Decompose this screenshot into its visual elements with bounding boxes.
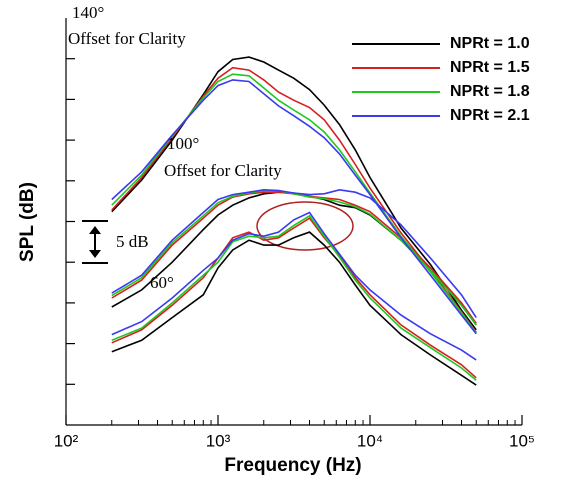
- legend-label: NPRt = 2.1: [450, 107, 530, 124]
- highlight-ellipse: [256, 201, 354, 251]
- series-line: [111, 214, 477, 381]
- series-line: [111, 217, 477, 379]
- series-line: [111, 211, 477, 361]
- x-axis-label: Frequency (Hz): [224, 455, 361, 476]
- series-line: [111, 73, 477, 334]
- annotation: 100°: [167, 134, 199, 153]
- y-axis-label: SPL (dB): [17, 182, 38, 262]
- series-line: [111, 66, 477, 333]
- x-tick-label: 10³: [206, 431, 231, 450]
- legend-label: NPRt = 1.8: [450, 83, 530, 100]
- x-tick-label: 10⁵: [509, 431, 535, 450]
- series-line: [111, 188, 477, 319]
- annotation: 140°: [72, 3, 104, 22]
- series-line: [111, 231, 477, 386]
- x-tick-label: 10⁴: [357, 431, 383, 450]
- legend-label: NPRt = 1.5: [450, 59, 530, 76]
- scale-bar: [82, 220, 108, 264]
- annotation: 60°: [150, 273, 174, 292]
- annotation: 5 dB: [116, 232, 149, 251]
- legend-label: NPRt = 1.0: [450, 35, 530, 52]
- series-line: [111, 79, 477, 335]
- x-tick-label: 10²: [54, 431, 79, 450]
- series-line: [111, 56, 477, 331]
- annotation: Offset for Clarity: [68, 29, 186, 48]
- annotation: Offset for Clarity: [164, 161, 282, 180]
